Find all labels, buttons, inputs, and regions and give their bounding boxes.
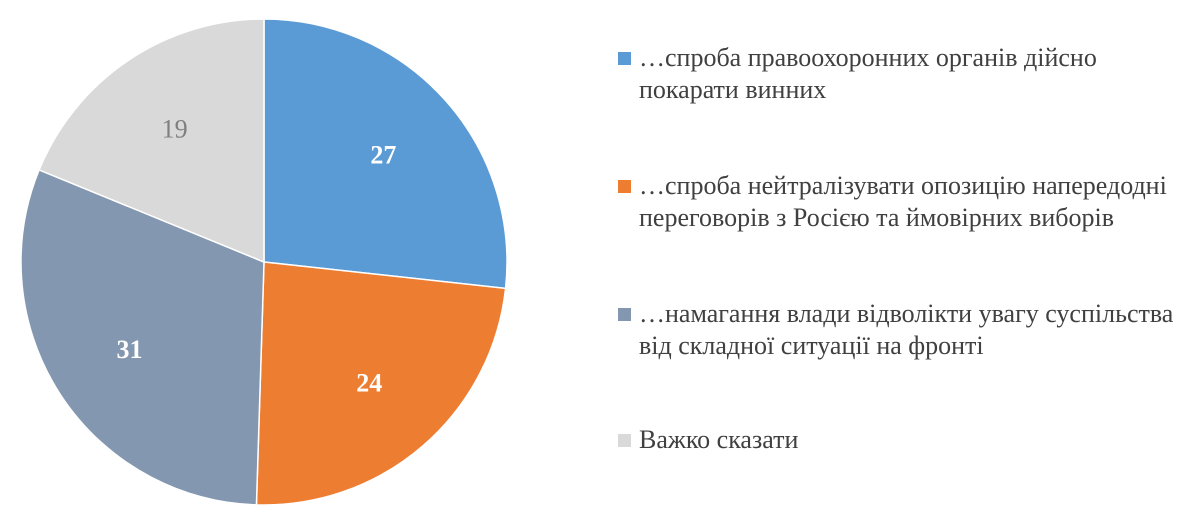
- legend-label-1: …спроба правоохоронних органів дійсно по…: [639, 43, 1097, 104]
- legend-swatch-4: [618, 434, 631, 447]
- slice-data-label-1: 27: [370, 140, 396, 169]
- legend-label-3: …намагання влади відволікти увагу суспіл…: [639, 299, 1174, 360]
- pie-slice-3: [20, 168, 265, 506]
- pie-slice-2: [255, 261, 507, 506]
- pie-plot: 27 24 31 19: [20, 18, 508, 506]
- legend-swatch-2: [618, 180, 631, 193]
- legend-label-4: Важко сказати: [639, 425, 799, 454]
- pie-slice-1: [263, 18, 508, 290]
- legend-swatch-1: [618, 52, 631, 65]
- legend-item: …спроба нейтралізувати опозицію напередо…: [618, 170, 1178, 234]
- legend-item: Важко сказати: [618, 424, 1178, 456]
- legend-item: …намагання влади відволікти увагу суспіл…: [618, 298, 1178, 362]
- legend-label-2: …спроба нейтралізувати опозицію напередо…: [639, 171, 1167, 232]
- pie-slice-4: [38, 18, 265, 264]
- legend-item: …спроба правоохоронних органів дійсно по…: [618, 42, 1178, 106]
- legend-swatch-3: [618, 308, 631, 321]
- slice-data-label-2: 24: [356, 369, 382, 398]
- slice-data-label-3: 31: [116, 335, 142, 364]
- slice-data-label-4: 19: [162, 114, 188, 143]
